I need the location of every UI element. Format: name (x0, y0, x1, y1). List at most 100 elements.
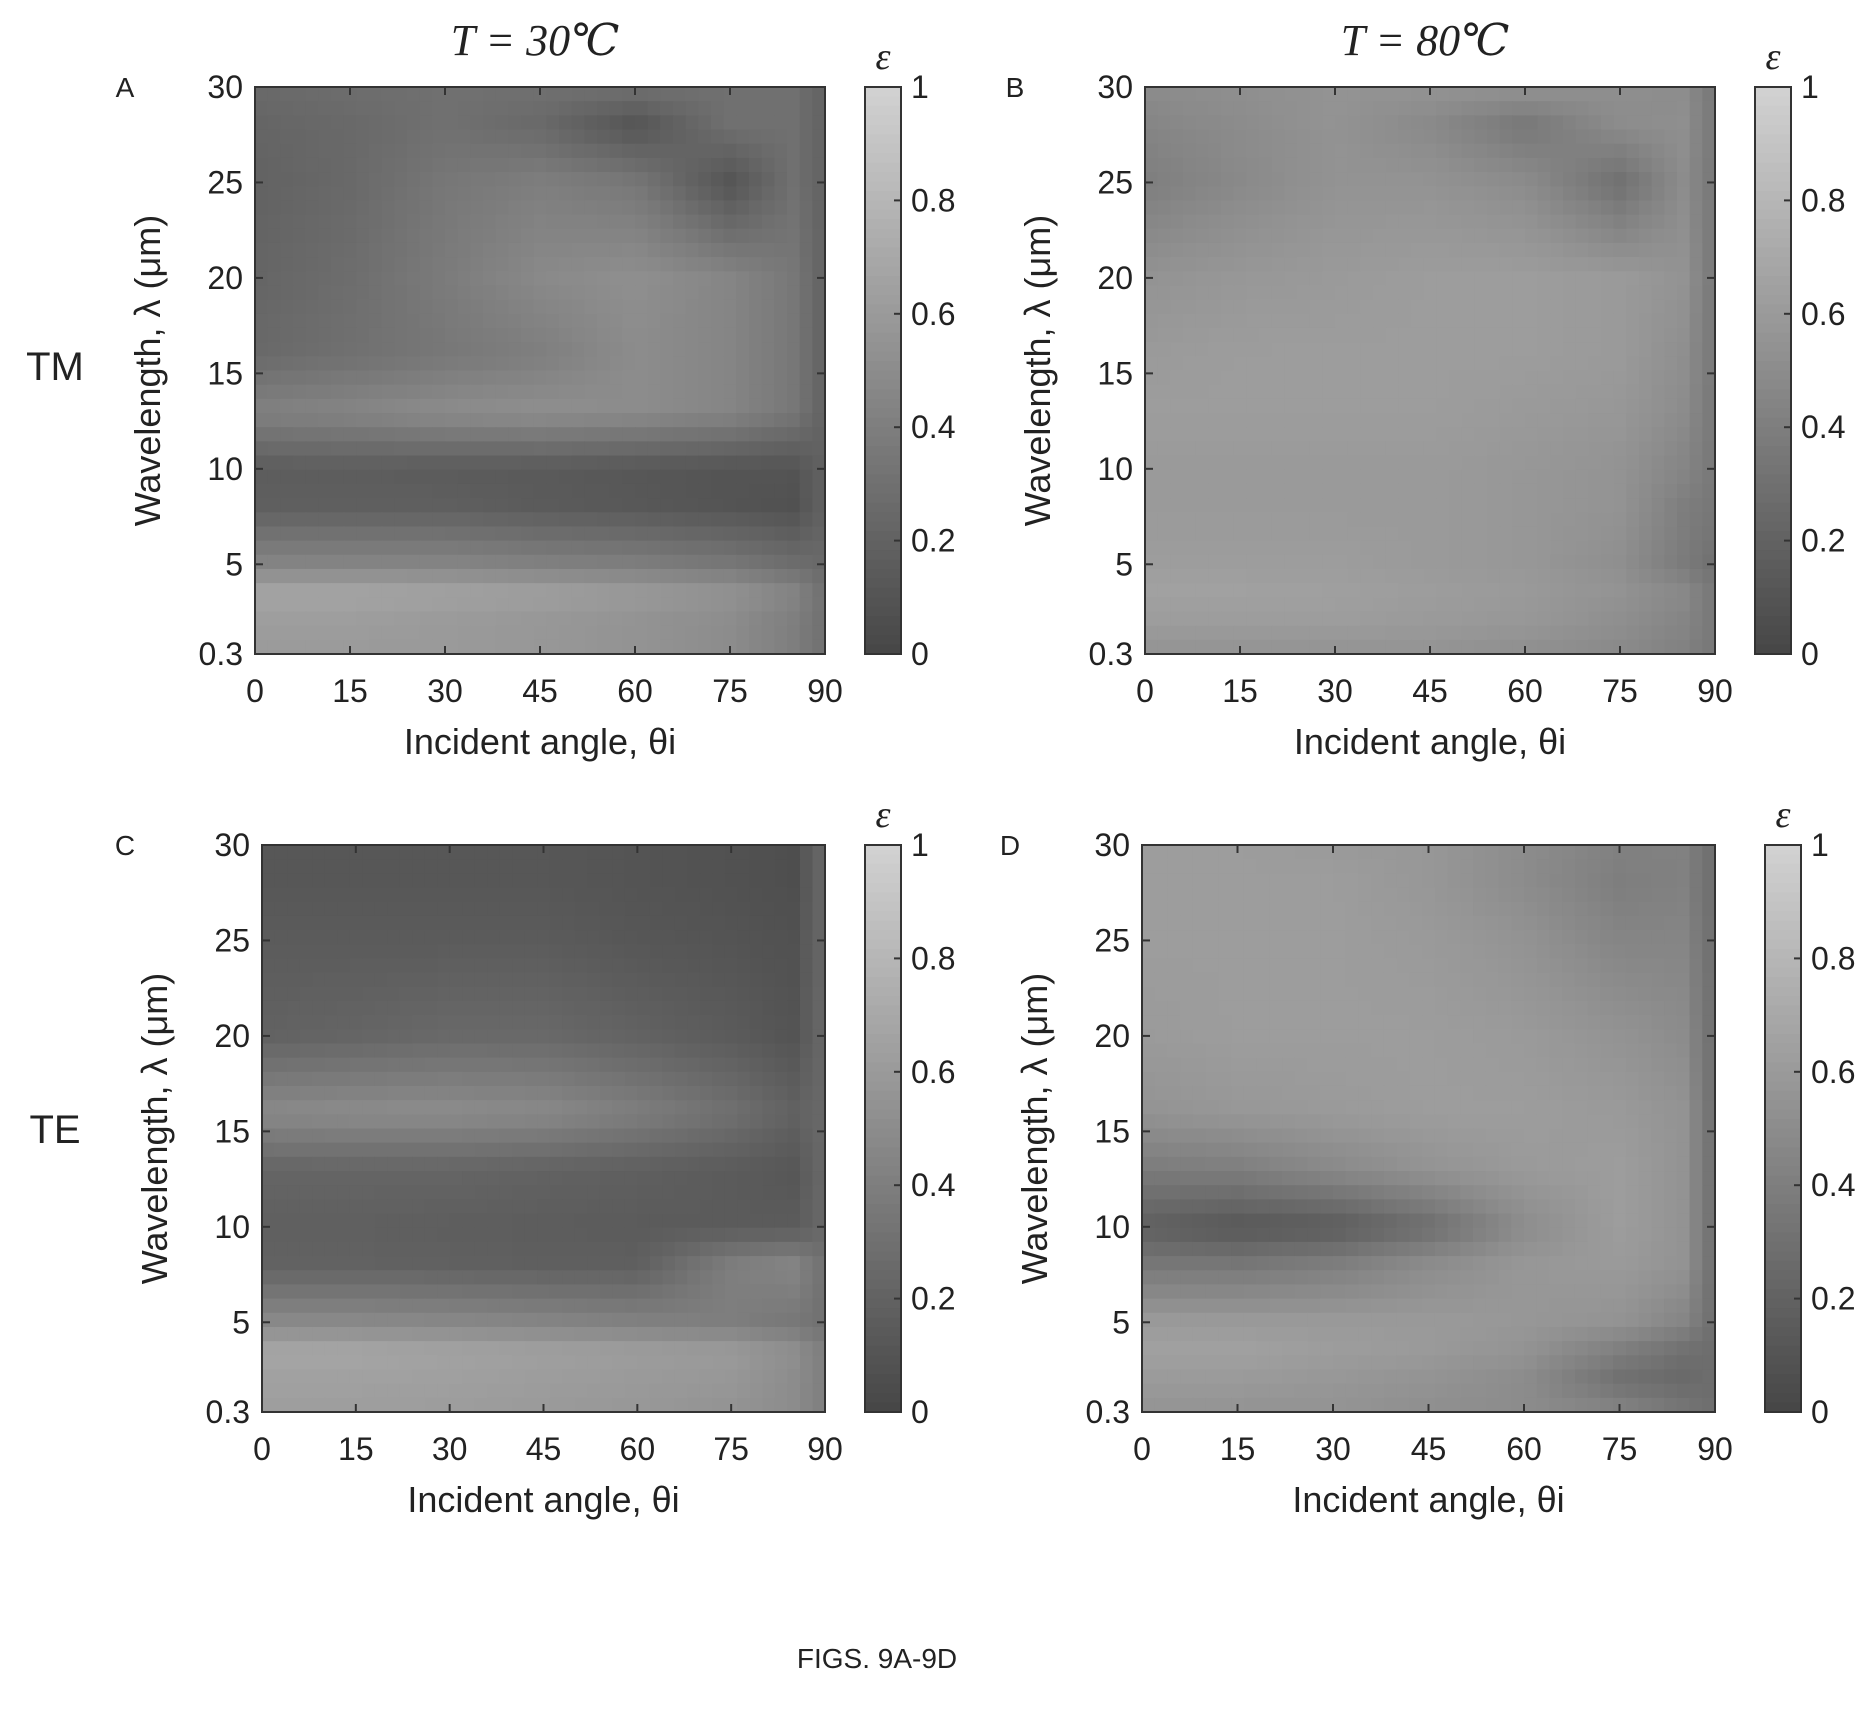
heatmap-cell (635, 242, 649, 258)
heatmap-cell (587, 901, 601, 917)
heatmap-cell (587, 1128, 601, 1144)
heatmap-cell (280, 115, 294, 131)
heatmap-cell (599, 1142, 613, 1158)
heatmap-cell (474, 873, 488, 889)
heatmap-cell (546, 583, 560, 598)
heatmap-cell (624, 1128, 638, 1144)
heatmap-cell (537, 1071, 551, 1087)
heatmap-cell (312, 972, 326, 988)
colorbar-tick-label: 0 (1801, 636, 1819, 672)
heatmap-cell (1157, 313, 1171, 329)
heatmap-cell (1689, 285, 1703, 301)
heatmap-cell (533, 455, 547, 471)
heatmap-cell (1398, 427, 1412, 442)
heatmap-cell (1221, 540, 1235, 556)
heatmap-cell (1626, 129, 1640, 145)
heatmap-cell (521, 625, 535, 641)
heatmap-cell (487, 915, 501, 931)
heatmap-cell (470, 469, 484, 485)
heatmap-cell (1221, 639, 1235, 655)
heatmap-cell (524, 1015, 538, 1030)
heatmap-cell (299, 1199, 313, 1215)
heatmap-cell (331, 313, 345, 329)
heatmap-cell (736, 384, 750, 400)
heatmap-cell (1246, 143, 1260, 159)
heatmap-cell (597, 597, 611, 613)
heatmap-cell (737, 1156, 751, 1172)
heatmap-cell (711, 512, 725, 528)
heatmap-cell (1373, 611, 1387, 627)
heatmap-cell (774, 313, 788, 329)
heatmap-cell (1461, 313, 1475, 329)
heatmap-cell (1550, 285, 1564, 301)
heatmap-cell (337, 986, 351, 1002)
heatmap-cell (1651, 483, 1665, 499)
colorbar-swatch (1755, 181, 1791, 192)
heatmap-cell (524, 930, 538, 945)
heatmap-cell (723, 455, 737, 471)
heatmap-cell (1423, 242, 1437, 258)
heatmap-cell (1512, 498, 1526, 513)
heatmap-cell (761, 427, 775, 442)
heatmap-cell (495, 356, 509, 372)
heatmap-cell (1183, 299, 1197, 315)
heatmap-cell (437, 1142, 451, 1158)
heatmap-cell (685, 498, 699, 513)
heatmap-cell (362, 1185, 376, 1200)
heatmap-cell (1677, 143, 1691, 159)
heatmap-cell (374, 845, 388, 860)
heatmap-cell (487, 1142, 501, 1158)
colorbar-frame (1754, 86, 1792, 655)
heatmap-cell (1689, 101, 1703, 116)
heatmap-cell (1550, 469, 1564, 485)
heatmap-cell (462, 845, 476, 860)
heatmap-cell (362, 1029, 376, 1045)
heatmap-cell (723, 469, 737, 485)
heatmap-cell (787, 157, 801, 173)
heatmap-cell (369, 483, 383, 499)
heatmap-cell (1702, 257, 1716, 272)
colorbar-swatch (1755, 502, 1791, 513)
heatmap-cell (1373, 625, 1387, 641)
heatmap-cell (799, 214, 813, 230)
heatmap-cell (799, 87, 813, 102)
heatmap-cell (381, 214, 395, 230)
heatmap-cell (812, 915, 826, 931)
heatmap-cell (1335, 342, 1349, 357)
heatmap-cell (762, 1114, 776, 1130)
heatmap-cell (1689, 115, 1703, 131)
heatmap-cell (483, 370, 497, 386)
heatmap-cell (312, 1057, 326, 1073)
heatmap-cell (799, 625, 813, 641)
heatmap-cell (362, 986, 376, 1002)
heatmap-cell (1449, 115, 1463, 131)
heatmap-cell (356, 427, 370, 442)
heatmap-cell (787, 845, 801, 860)
heatmap-cell (387, 1156, 401, 1172)
heatmap-cell (571, 498, 585, 513)
heatmap-cell (635, 299, 649, 315)
heatmap-cell (1297, 327, 1311, 343)
heatmap-cell (1512, 200, 1526, 216)
heatmap-cell (712, 1057, 726, 1073)
heatmap-cell (318, 611, 332, 627)
heatmap-cell (1385, 483, 1399, 499)
heatmap-cell (1411, 342, 1425, 357)
heatmap-cell (457, 87, 471, 102)
heatmap-cell (1601, 214, 1615, 230)
heatmap-cell (1512, 398, 1526, 414)
heatmap-cell (318, 342, 332, 357)
heatmap-cell (381, 242, 395, 258)
heatmap-cell (1461, 214, 1475, 230)
heatmap-cell (356, 469, 370, 485)
heatmap-cell (495, 242, 509, 258)
heatmap-cell (1537, 398, 1551, 414)
heatmap-cell (685, 242, 699, 258)
heatmap-cell (549, 958, 563, 974)
heatmap-cell (1487, 398, 1501, 414)
colorbar-swatch (865, 474, 901, 485)
heatmap-cell (674, 1043, 688, 1059)
heatmap-cell (1702, 342, 1716, 357)
heatmap-cell (524, 1043, 538, 1059)
heatmap-cell (521, 342, 535, 357)
